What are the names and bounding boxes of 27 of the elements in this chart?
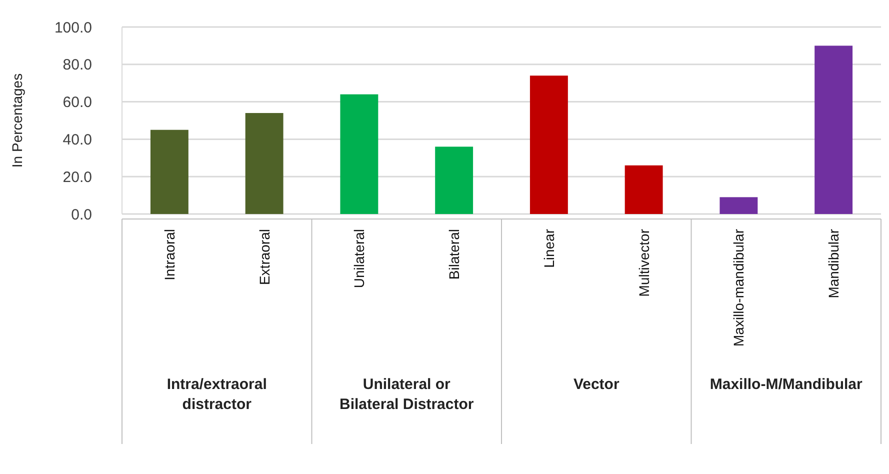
text: Unilateral or Bilateral Distractor <box>340 376 474 413</box>
bar <box>530 76 568 214</box>
y-tick-label: 100.0 <box>54 19 92 36</box>
bar <box>245 113 284 214</box>
y-tick-label: 40.0 <box>62 131 92 148</box>
bar <box>624 165 663 214</box>
bar <box>720 197 758 214</box>
y-tick-label: 0.0 <box>71 206 92 224</box>
bar <box>340 94 378 214</box>
bar <box>435 146 474 214</box>
y-axis-title: In Percentages <box>9 73 25 168</box>
x-tick-label: Unilateral <box>351 229 368 288</box>
x-tick-label: Intraoral <box>161 229 178 280</box>
x-tick-label: Linear <box>540 228 557 268</box>
text: Vector <box>573 376 620 393</box>
y-tick-label: 20.0 <box>62 168 92 186</box>
y-tick-label: 60.0 <box>62 94 92 112</box>
bar <box>814 46 853 214</box>
text: Maxillo-M/Mandibular <box>710 376 863 393</box>
x-tick-label: Multivector <box>636 228 652 297</box>
x-tick-label: Mandibular <box>826 228 842 298</box>
bar <box>150 130 188 214</box>
x-tick-label: Maxillo-mandibular <box>730 228 747 346</box>
x-tick-label: Extraoral <box>256 229 272 286</box>
y-tick-label: 80.0 <box>62 56 92 74</box>
text: Intra/extraoral distractor <box>166 376 267 413</box>
x-tick-label: Bilateral <box>446 229 462 280</box>
